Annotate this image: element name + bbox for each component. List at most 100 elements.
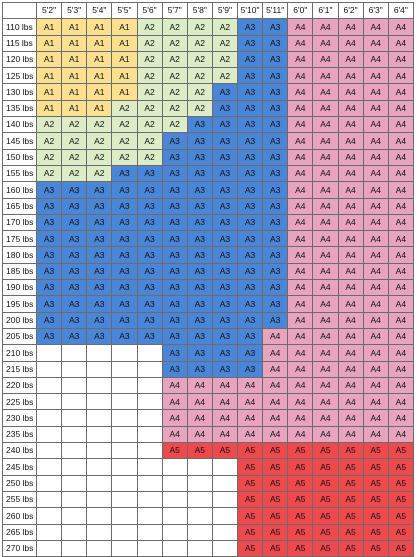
size-cell: A4 (186, 409, 213, 427)
size-cell: A3 (35, 230, 63, 248)
size-cell: A4 (362, 262, 389, 281)
size-cell: A4 (312, 425, 339, 444)
size-cell: A3 (236, 18, 264, 36)
size-cell: A1 (35, 18, 63, 36)
size-cell: A3 (86, 197, 113, 215)
size-cell: A4 (387, 295, 415, 313)
empty-cell (35, 425, 63, 444)
size-cell: A4 (312, 327, 339, 346)
size-cell: A4 (287, 148, 314, 166)
size-cell: A4 (387, 311, 415, 329)
size-cell: A3 (35, 327, 63, 346)
size-cell: A3 (236, 116, 264, 134)
size-cell: A3 (111, 262, 138, 281)
table-row: 130 lbs A1 A1 A1 A1 A2 A2 A2 A3 A3 A3 A4 A4 A4 A4 A4 (2, 83, 415, 101)
size-cell: A2 (61, 116, 88, 134)
size-cell: A3 (111, 311, 138, 329)
size-cell: A3 (35, 213, 63, 232)
size-cell: A3 (111, 181, 138, 199)
size-cell: A4 (312, 116, 339, 134)
size-cell: A3 (136, 279, 163, 297)
weight-label: 125 lbs (2, 67, 37, 85)
weight-label: 215 lbs (2, 360, 37, 378)
size-cell: A3 (161, 197, 188, 215)
size-cell: A3 (236, 327, 264, 346)
empty-cell (136, 523, 163, 541)
size-cell: A4 (362, 67, 389, 85)
size-cell: A4 (312, 311, 339, 329)
empty-cell (186, 474, 213, 492)
size-cell: A4 (262, 344, 289, 362)
size-cell: A4 (362, 344, 389, 362)
empty-cell (211, 474, 239, 492)
empty-cell (136, 376, 163, 395)
size-cell: A4 (337, 327, 364, 346)
empty-cell (61, 474, 88, 492)
size-cell: A4 (186, 425, 213, 444)
empty-cell (86, 409, 113, 427)
height-header: 6'3" (362, 1, 389, 20)
size-cell: A4 (262, 376, 289, 395)
size-cell: A2 (35, 116, 63, 134)
size-cell: A1 (86, 34, 113, 52)
table-row: 220 lbs A4 A4 A4 A4 A4 A4 A4 A4 A4 A4 (2, 376, 415, 395)
size-cell: A3 (211, 360, 239, 378)
weight-label: 115 lbs (2, 34, 37, 52)
size-cell: A4 (337, 197, 364, 215)
size-cell: A4 (287, 262, 314, 281)
size-cell: A4 (387, 34, 415, 52)
size-cell: A3 (61, 246, 88, 264)
size-cell: A2 (111, 116, 138, 134)
size-cell: A4 (287, 425, 314, 444)
size-cell: A1 (86, 99, 113, 118)
size-cell: A4 (362, 181, 389, 199)
size-cell: A2 (136, 34, 163, 52)
size-cell: A5 (262, 458, 289, 476)
size-cell: A2 (186, 50, 213, 69)
size-cell: A4 (362, 311, 389, 329)
size-cell: A3 (236, 181, 264, 199)
size-cell: A4 (387, 50, 415, 69)
size-cell: A3 (111, 197, 138, 215)
size-cell: A3 (236, 230, 264, 248)
size-cell: A5 (337, 474, 364, 492)
weight-label: 270 lbs (2, 539, 37, 557)
size-cell: A3 (136, 295, 163, 313)
size-cell: A3 (111, 295, 138, 313)
size-cell: A5 (262, 507, 289, 525)
size-cell: A4 (161, 409, 188, 427)
size-cell: A5 (287, 458, 314, 476)
size-cell: A2 (211, 18, 239, 36)
size-cell: A3 (262, 116, 289, 134)
empty-cell (35, 507, 63, 525)
empty-cell (136, 458, 163, 476)
size-cell: A1 (61, 83, 88, 101)
empty-cell (186, 523, 213, 541)
size-cell: A4 (387, 425, 415, 444)
size-cell: A1 (35, 50, 63, 69)
size-cell: A5 (337, 507, 364, 525)
size-cell: A1 (61, 67, 88, 85)
weight-label: 175 lbs (2, 230, 37, 248)
size-cell: A2 (186, 18, 213, 36)
weight-label: 205 lbs (2, 327, 37, 346)
size-cell: A5 (362, 474, 389, 492)
empty-cell (161, 523, 188, 541)
size-cell: A4 (287, 99, 314, 118)
size-cell: A5 (287, 523, 314, 541)
size-cell: A3 (136, 181, 163, 199)
weight-label: 130 lbs (2, 83, 37, 101)
size-cell: A3 (86, 327, 113, 346)
size-cell: A4 (387, 327, 415, 346)
size-cell: A4 (312, 262, 339, 281)
size-cell: A2 (161, 50, 188, 69)
size-cell: A3 (211, 181, 239, 199)
size-cell: A4 (362, 425, 389, 444)
empty-cell (136, 360, 163, 378)
size-cell: A4 (362, 295, 389, 313)
size-cell: A2 (86, 164, 113, 183)
table-row: 205 lbs A3 A3 A3 A3 A3 A3 A3 A3 A3 A4 A4 A4 A4 A4 A4 (2, 327, 415, 346)
size-cell: A3 (161, 132, 188, 150)
size-cell: A5 (287, 474, 314, 492)
